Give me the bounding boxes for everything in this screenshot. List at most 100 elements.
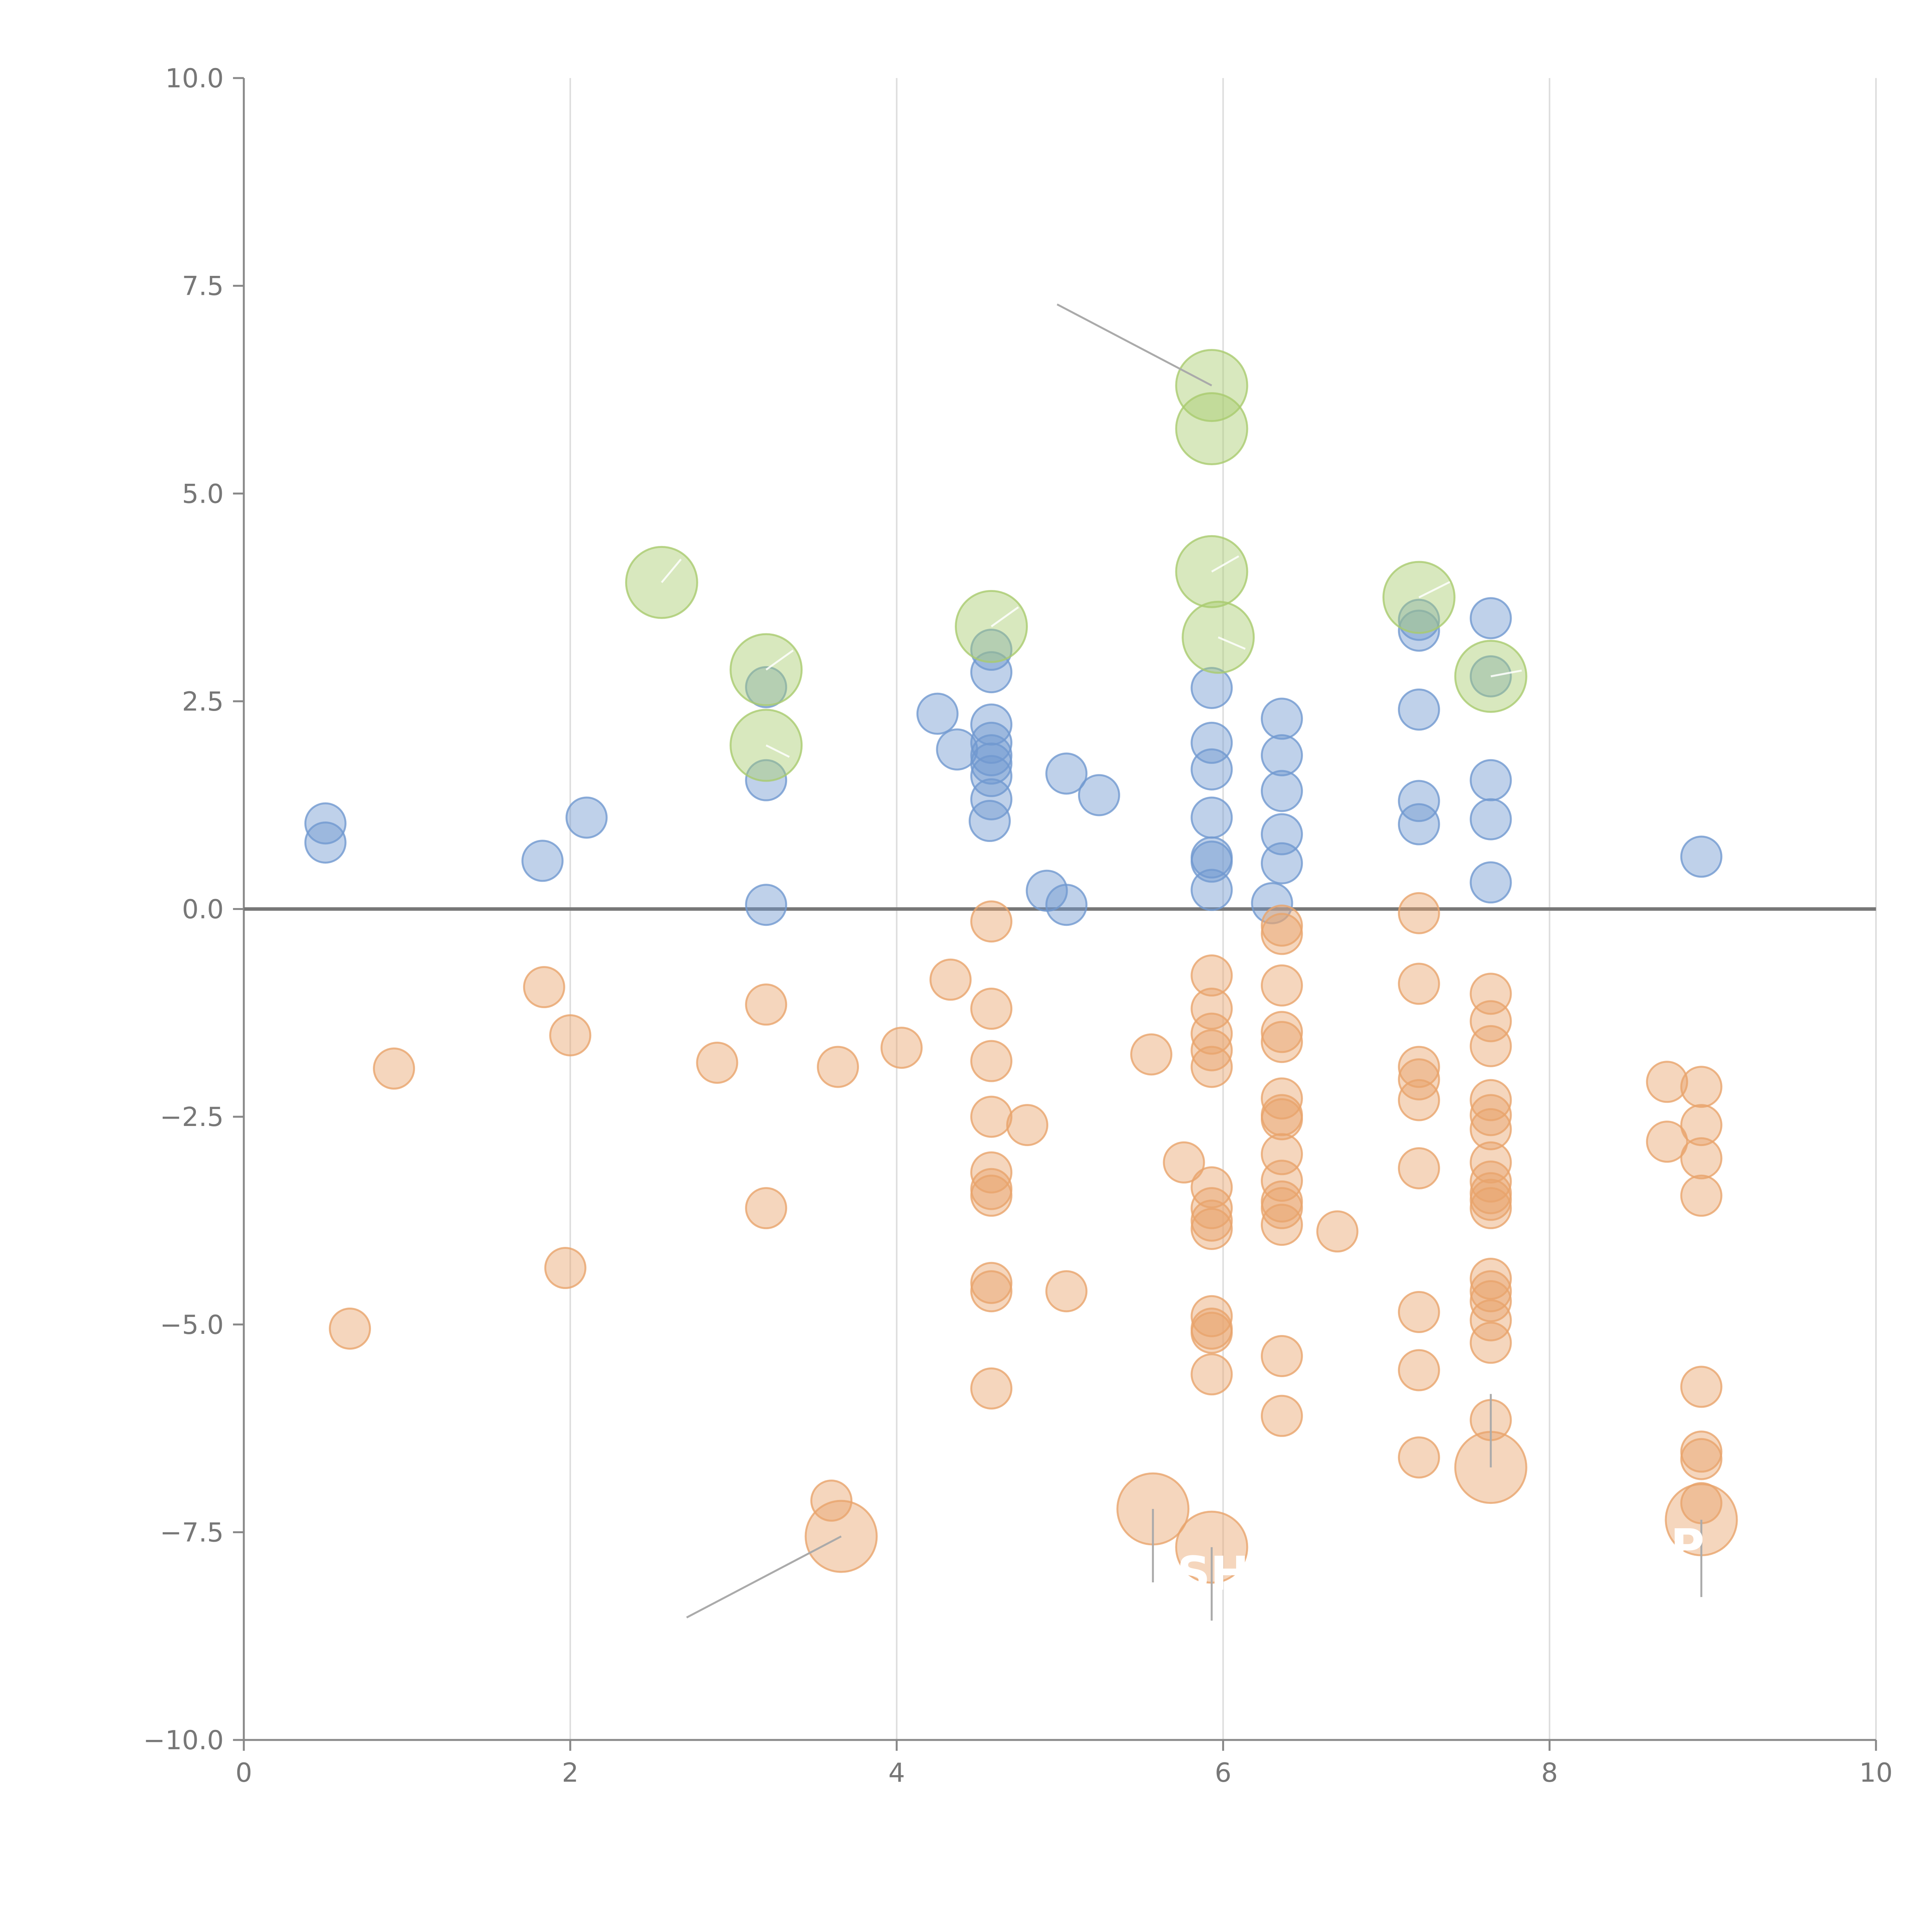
negative-point xyxy=(1190,1029,1233,1071)
negative-point xyxy=(1469,1257,1512,1300)
positive-point xyxy=(1260,734,1303,777)
negative-point xyxy=(1190,1311,1233,1354)
negative-point xyxy=(1398,1291,1440,1333)
y-tick-label: −2.5 xyxy=(160,1102,224,1133)
negative-point xyxy=(1260,964,1303,1007)
negative-point xyxy=(1398,1046,1440,1088)
positive-point xyxy=(1190,796,1233,839)
positive-point xyxy=(970,778,1013,821)
negative-point xyxy=(1130,1033,1173,1076)
negative-point xyxy=(1469,1280,1512,1323)
negative-point xyxy=(1260,1204,1303,1246)
negative-point xyxy=(1398,892,1440,934)
negative-point xyxy=(696,1041,738,1084)
negative-point xyxy=(1190,1208,1233,1250)
negative-point xyxy=(1469,1187,1512,1230)
negative-point xyxy=(970,1040,1013,1082)
negative-point xyxy=(1190,1046,1233,1088)
positive-point xyxy=(970,703,1013,746)
positive-point xyxy=(304,821,347,864)
negative-point xyxy=(810,1480,853,1522)
annotation-leader xyxy=(1056,303,1212,386)
negative-point xyxy=(1469,1321,1512,1364)
negative-point xyxy=(1190,1012,1233,1055)
positive-point xyxy=(1260,697,1303,740)
x-tick-label: 4 xyxy=(888,1758,905,1788)
annotation-label: P xyxy=(1670,1520,1704,1573)
annotation-leader xyxy=(1211,555,1240,573)
negative-point xyxy=(970,1095,1013,1138)
negative-point xyxy=(970,1270,1013,1313)
negative-point xyxy=(373,1047,415,1090)
negative-point xyxy=(1680,1174,1723,1217)
positive-point xyxy=(1190,748,1233,791)
positive-point xyxy=(1260,813,1303,855)
y-tick-label: 0.0 xyxy=(182,895,224,925)
negative-point xyxy=(880,1027,923,1069)
negative-point xyxy=(544,1247,587,1289)
positive-point xyxy=(1260,770,1303,812)
annotation-leader xyxy=(765,650,794,671)
negative-point xyxy=(1398,963,1440,1005)
negative-point xyxy=(1680,1104,1723,1146)
negative-point xyxy=(1398,1436,1440,1479)
annotation-leader xyxy=(1218,636,1246,650)
negative-point xyxy=(817,1046,859,1088)
negative-point xyxy=(1469,1025,1512,1067)
positive-point xyxy=(1469,597,1512,639)
axis-layer: 0 2 4 6 8 10 10.0 7.5 5.0 2.5 0.0 −2.5 −5.0 −7.5 −10.0 xyxy=(143,63,1893,1788)
y-tick-label: 2.5 xyxy=(182,687,224,717)
negative-point xyxy=(1398,1079,1440,1121)
positive-point xyxy=(1680,835,1723,878)
y-tick-label: 5.0 xyxy=(182,479,224,509)
negative-point xyxy=(1260,1098,1303,1141)
positive-point xyxy=(1078,774,1120,816)
negative-point xyxy=(1190,1295,1233,1337)
negative-point xyxy=(1469,1299,1512,1342)
y-tick-label: 7.5 xyxy=(182,271,224,302)
x-tick-label: 10 xyxy=(1859,1758,1893,1788)
negative-point xyxy=(1469,1094,1512,1136)
positive-point xyxy=(1398,609,1440,652)
negative-point xyxy=(929,958,972,1001)
x-tick-label: 0 xyxy=(235,1758,252,1788)
positive-point xyxy=(1260,842,1303,884)
negative-point xyxy=(1469,1270,1512,1313)
annotation-leader xyxy=(661,558,682,583)
annotation-layer: SHI P xyxy=(661,303,1704,1621)
negative-point xyxy=(1398,1147,1440,1189)
positive-point xyxy=(1190,667,1233,709)
positive-point xyxy=(565,796,608,839)
negative-point xyxy=(1469,1079,1512,1121)
annotation-label: SHI xyxy=(1177,1547,1267,1601)
positive-point xyxy=(1045,884,1088,926)
negative-point xyxy=(1469,1000,1512,1043)
annotation-leader xyxy=(1490,669,1522,677)
positive-point xyxy=(1398,780,1440,822)
positive-point xyxy=(304,802,347,845)
x-tick-label: 8 xyxy=(1541,1758,1558,1788)
negative-point xyxy=(1646,1061,1688,1103)
positive-point xyxy=(916,692,959,735)
positive-point xyxy=(1398,599,1440,641)
x-tick-label: 6 xyxy=(1215,1758,1231,1788)
negative-point xyxy=(1680,1438,1723,1480)
negative-point xyxy=(1680,1366,1723,1408)
y-tick-label: −10.0 xyxy=(143,1725,224,1756)
negative-point xyxy=(1316,1210,1359,1253)
negative-point xyxy=(1260,1335,1303,1377)
positive-point xyxy=(745,666,787,708)
negative-point xyxy=(1646,1121,1688,1163)
positive-point xyxy=(1469,798,1512,840)
negative-point xyxy=(1163,1141,1205,1184)
negative-point xyxy=(1260,913,1303,955)
annotation-leader xyxy=(991,606,1019,628)
negative-point xyxy=(1190,954,1233,997)
positive-point xyxy=(968,800,1011,842)
negative-point xyxy=(970,900,1013,943)
positive-point xyxy=(970,742,1013,785)
x-tick-label: 2 xyxy=(562,1758,578,1788)
negative-point xyxy=(1190,988,1233,1030)
annotation-leader xyxy=(686,1535,842,1619)
